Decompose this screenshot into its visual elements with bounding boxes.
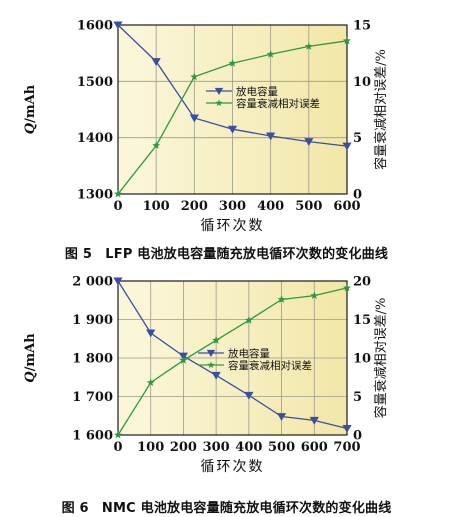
capacity-data-point: [151, 58, 161, 66]
x-tick-label: 500: [295, 199, 322, 214]
y-left-axis-label: Q/mAh: [23, 84, 38, 134]
capacity-series-line: [117, 280, 348, 430]
x-tick-label: 100: [143, 199, 170, 214]
y-left-tick-label: 1600: [77, 19, 113, 34]
x-axis-label: 循环次数: [201, 218, 265, 234]
x-tick-label: 300: [219, 199, 246, 214]
x-tick-label: 600: [301, 440, 328, 455]
error-data-point: [228, 59, 237, 67]
y-left-tick-label: 1 800: [72, 352, 113, 367]
error-data-point: [244, 316, 253, 324]
lfp-capacity-chart: 0 100 200 300 400 500 600 1300 1400 1500 1600 0 5 10 1…: [23, 19, 389, 235]
y-right-tick-label: 15: [353, 19, 371, 34]
x-tick-label: 500: [268, 440, 295, 455]
error-data-point: [277, 295, 286, 303]
x-tick-label: 0: [113, 440, 122, 455]
error-data-point: [266, 50, 275, 58]
y-right-tick-label: 5: [353, 390, 362, 405]
y-right-tick-label: 10: [353, 352, 371, 367]
error-data-point: [343, 283, 351, 292]
error-data-point: [304, 42, 313, 50]
plot-frame: [117, 280, 348, 436]
legend-capacity-label: 放电容量: [236, 85, 278, 98]
legend-capacity-marker: [206, 349, 216, 357]
capacity-data-point: [211, 371, 221, 380]
y-left-tick-label: 1 900: [72, 313, 113, 328]
x-axis-label: 循环次数: [201, 459, 265, 475]
y-right-tick-label: 0: [353, 188, 362, 203]
nmc-figure-caption: 图 6 NMC 电池放电容量随充放电循环次数的变化曲线: [61, 501, 392, 516]
error-data-point: [212, 336, 221, 344]
y-left-tick-label: 1500: [77, 75, 113, 90]
error-data-point: [310, 291, 319, 299]
legend-capacity-label: 放电容量: [228, 347, 270, 360]
lfp-figure-caption: 图 5 LFP 电池放电容量随充放电循环次数的变化曲线: [64, 247, 389, 262]
legend-capacity-marker: [214, 87, 224, 95]
y-right-tick-label: 10: [353, 75, 371, 90]
legend-error-label: 容量衰减相对误差: [228, 359, 312, 372]
legend-error-marker: [207, 361, 215, 369]
error-data-point: [114, 430, 122, 439]
capacity-data-point: [227, 125, 238, 134]
y-right-tick-label: 0: [353, 429, 362, 444]
capacity-data-point: [342, 425, 352, 433]
capacity-data-point: [309, 416, 319, 425]
x-tick-label: 400: [235, 440, 262, 455]
x-tick-label: 400: [257, 199, 284, 214]
x-tick-label: 200: [181, 199, 208, 214]
error-data-point: [114, 189, 122, 198]
capacity-data-point: [189, 114, 199, 123]
y-left-tick-label: 1 700: [72, 390, 113, 405]
capacity-data-point: [113, 21, 123, 30]
plot-frame: [117, 24, 348, 195]
capacity-data-point: [113, 277, 123, 286]
y-left-axis-label: Q/mAh: [23, 333, 38, 383]
x-tick-label: 100: [137, 440, 164, 455]
y-left-tick-label: 1400: [77, 131, 113, 146]
y-right-axis-label: 容量衰减相对误差/%: [373, 49, 389, 170]
x-tick-label: 300: [203, 440, 230, 455]
x-tick-label: 0: [113, 199, 122, 214]
x-tick-label: 200: [170, 440, 197, 455]
legend-error-marker: [215, 99, 223, 107]
capacity-data-point: [244, 391, 254, 400]
y-right-tick-label: 5: [353, 131, 362, 146]
y-right-tick-label: 20: [353, 275, 371, 290]
error-data-point: [190, 72, 199, 81]
legend-error-label: 容量衰减相对误差: [236, 97, 320, 110]
y-right-tick-label: 15: [353, 313, 371, 328]
x-tick-label: 700: [333, 440, 360, 455]
capacity-data-point: [342, 142, 352, 151]
error-series-line: [117, 287, 348, 436]
error-data-point: [343, 36, 351, 45]
capacity-data-point: [146, 329, 156, 338]
capacity-data-point: [266, 132, 276, 141]
capacity-data-point: [304, 138, 314, 146]
capacity-data-point: [276, 413, 287, 421]
x-tick-label: 600: [333, 199, 360, 214]
y-left-tick-label: 1 600: [72, 429, 113, 444]
y-left-tick-label: 2 000: [72, 275, 113, 290]
error-data-point: [179, 356, 188, 364]
y-left-tick-label: 1300: [77, 188, 113, 203]
error-data-point: [152, 141, 161, 149]
error-data-point: [146, 378, 155, 386]
y-right-axis-label: 容量衰减相对误差/%: [373, 298, 389, 419]
